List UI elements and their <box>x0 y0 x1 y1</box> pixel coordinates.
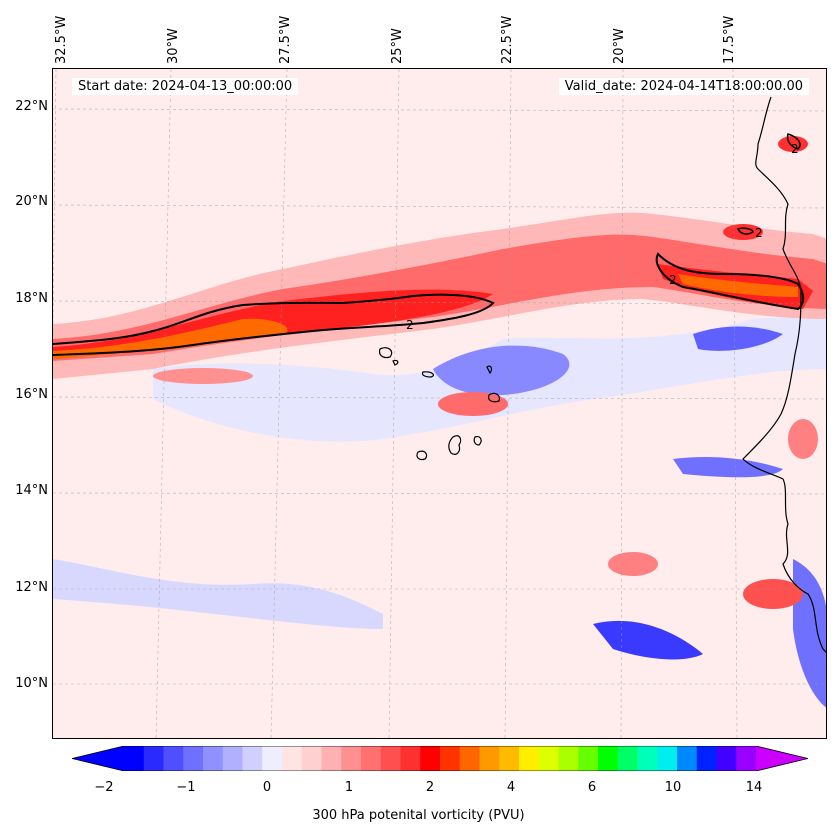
contour-label: 2 <box>406 318 414 332</box>
colorbar-tick-label: −1 <box>176 780 196 795</box>
colorbar-segment <box>163 746 184 771</box>
contour-label: 2 <box>669 273 677 287</box>
positive-pv-patch <box>608 552 658 576</box>
colorbar-segment <box>420 746 441 771</box>
negative-pv-patch <box>593 620 703 660</box>
latitude-label: 12°N <box>15 580 48 595</box>
colorbar-segment <box>124 746 145 771</box>
contour-label: 2 <box>755 226 763 240</box>
colorbar-segment <box>262 746 283 771</box>
colorbar-tick-label: 10 <box>664 780 682 795</box>
contour-2pvu <box>655 252 805 311</box>
positive-pv-patch <box>438 392 508 416</box>
colorbar-segment <box>222 746 243 771</box>
graticule <box>53 69 826 738</box>
longitude-label: 20°W <box>612 28 627 64</box>
high-pv-band <box>678 274 798 297</box>
colorbar-segment <box>203 746 224 771</box>
colorbar-segment <box>380 746 401 771</box>
map-frame: 2 2 2 2 <box>52 68 827 739</box>
longitude-label: 30°W <box>166 28 181 64</box>
colorbar-tick-label: 2 <box>425 780 435 795</box>
colorbar-segment <box>321 746 342 771</box>
positive-pv-patch <box>788 419 818 459</box>
longitude-label: 25°W <box>390 28 405 64</box>
high-pv-band <box>53 318 288 359</box>
colorbar-segment <box>341 746 362 771</box>
latitude-label: 18°N <box>15 291 48 306</box>
latitude-label: 22°N <box>15 99 48 114</box>
colorbar-tick-label: 14 <box>745 780 763 795</box>
colorbar-tick-label: 1 <box>344 780 354 795</box>
colorbar-segment <box>736 746 757 771</box>
map-field: 2 2 2 2 <box>53 69 826 738</box>
colorbar-segment <box>400 746 421 771</box>
colorbar-segment <box>519 746 540 771</box>
colorbar <box>72 746 808 771</box>
positive-pv-patch <box>153 368 253 384</box>
negative-pv-patch <box>693 326 783 351</box>
longitude-label: 17.5°W <box>722 15 737 64</box>
valid-date-label: Valid_date: 2024-04-14T18:00:00.00 <box>558 78 809 95</box>
latitude-label: 10°N <box>15 676 48 691</box>
colorbar-extend-low <box>72 746 124 771</box>
colorbar-segment <box>677 746 698 771</box>
colorbar-segment <box>578 746 599 771</box>
latitude-label: 20°N <box>15 194 48 209</box>
longitude-label: 22.5°W <box>500 15 515 64</box>
coastline <box>742 96 826 653</box>
colorbar-tick-label: 4 <box>506 780 516 795</box>
latitude-label: 14°N <box>15 483 48 498</box>
negative-pv-patch <box>53 559 383 629</box>
colorbar-segment <box>479 746 500 771</box>
latitude-label: 16°N <box>15 387 48 402</box>
colorbar-segment <box>361 746 382 771</box>
colorbar-segment <box>143 746 164 771</box>
colorbar-segment <box>282 746 303 771</box>
negative-pv-patch <box>433 345 570 396</box>
colorbar-segment <box>459 746 480 771</box>
colorbar-segment <box>242 746 263 771</box>
colorbar-segment <box>301 746 322 771</box>
positive-pv-patch <box>778 136 808 152</box>
colorbar-label: 300 hPa potenital vorticity (PVU) <box>312 808 525 823</box>
negative-pv-patch <box>673 457 783 478</box>
colorbar-segment <box>617 746 638 771</box>
colorbar-segment <box>440 746 461 771</box>
colorbar-segment <box>499 746 520 771</box>
colorbar-tick-label: −2 <box>94 780 114 795</box>
colorbar-tick-label: 6 <box>587 780 597 795</box>
contour-2pvu <box>736 227 754 235</box>
colorbar-segment <box>657 746 678 771</box>
colorbar-segment <box>598 746 619 771</box>
colorbar-segment <box>538 746 559 771</box>
colorbar-tick-label: 0 <box>262 780 272 795</box>
islands <box>378 347 500 461</box>
positive-pv-patch <box>743 579 803 609</box>
longitude-label: 32.5°W <box>54 15 69 64</box>
colorbar-segment <box>637 746 658 771</box>
longitude-label: 27.5°W <box>278 15 293 64</box>
start-date-label: Start date: 2024-04-13_00:00:00 <box>72 78 299 95</box>
positive-pv-patch <box>723 224 763 240</box>
contour-label: 2 <box>791 142 799 156</box>
colorbar-segment <box>558 746 579 771</box>
colorbar-segment <box>696 746 717 771</box>
colorbar-segment <box>183 746 204 771</box>
colorbar-extend-high <box>756 746 808 771</box>
contour-2pvu <box>53 293 495 356</box>
contour-2pvu <box>786 133 801 150</box>
colorbar-segment <box>716 746 737 771</box>
